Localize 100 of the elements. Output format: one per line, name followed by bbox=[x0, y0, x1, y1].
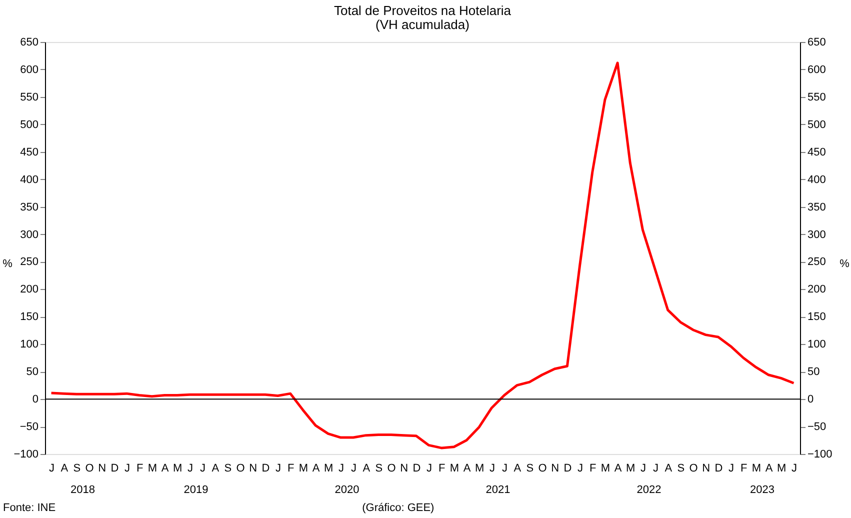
y-tick-label: 450 bbox=[20, 146, 38, 158]
y-tick-label: 0 bbox=[32, 394, 38, 406]
x-tick-label: A bbox=[664, 462, 673, 474]
x-tick-label: M bbox=[148, 462, 158, 474]
y2-tick-label: 200 bbox=[808, 284, 826, 296]
x-tick-label: A bbox=[614, 462, 622, 474]
y2-tick-label: 350 bbox=[808, 201, 826, 214]
x-tick-label: F bbox=[438, 462, 446, 474]
y2-tick-label: 250 bbox=[808, 256, 826, 268]
text: 2020 bbox=[334, 484, 360, 496]
y-tick-label: 650 bbox=[20, 36, 38, 48]
y-tick-label: 600 bbox=[20, 64, 38, 76]
x-tick-label: A bbox=[312, 462, 320, 474]
y-tick-label: 400 bbox=[20, 174, 38, 186]
x-tick-label: M bbox=[626, 462, 636, 474]
y-tick-label: 150 bbox=[20, 311, 38, 324]
x-tick-label: F bbox=[288, 462, 295, 474]
x-tick-label: M bbox=[777, 462, 786, 474]
x-tick-label: O bbox=[85, 462, 94, 474]
x-tick-label: J bbox=[426, 462, 432, 474]
y-tick-label: 550 bbox=[20, 91, 38, 104]
x-tick-label: J bbox=[640, 462, 646, 474]
x-tick-label: M bbox=[600, 462, 610, 474]
x-tick-label: J bbox=[276, 462, 282, 474]
x-tick-label: M bbox=[475, 462, 484, 474]
text: 2022 bbox=[636, 484, 662, 496]
y2-tick-label: −50 bbox=[808, 421, 826, 434]
x-tick-label: J bbox=[200, 462, 206, 474]
x-tick-label: A bbox=[463, 462, 472, 474]
x-tick-label: A bbox=[765, 462, 774, 474]
x-tick-label: A bbox=[161, 462, 170, 474]
y-tick-label: 100 bbox=[20, 338, 38, 351]
x-tick-label: S bbox=[375, 462, 383, 474]
x-tick-label: S bbox=[677, 462, 685, 474]
y-tick-label: 50 bbox=[26, 366, 38, 378]
x-tick-label: J bbox=[653, 462, 659, 474]
y2-tick-label: 450 bbox=[808, 146, 826, 158]
x-tick-label: A bbox=[212, 462, 220, 474]
y2-tick-label: 500 bbox=[808, 118, 826, 131]
y-tick-label: 200 bbox=[20, 284, 38, 296]
y2-tick-label: 100 bbox=[808, 338, 826, 351]
y-tick-label: 250 bbox=[20, 256, 38, 268]
x-tick-label: S bbox=[73, 462, 81, 474]
x-tick-label: D bbox=[110, 462, 119, 474]
y-tick-label: 300 bbox=[20, 228, 38, 241]
x-tick-label: N bbox=[400, 462, 408, 474]
x-tick-label: A bbox=[60, 462, 69, 474]
y-axis-title: % bbox=[2, 258, 13, 270]
y2-tick-label: 400 bbox=[808, 174, 826, 186]
x-tick-label: N bbox=[551, 462, 560, 474]
x-tick-label: N bbox=[249, 462, 258, 474]
x-tick-label: M bbox=[450, 462, 460, 474]
x-tick-label: J bbox=[187, 462, 193, 474]
text: 2018 bbox=[70, 484, 95, 496]
y-tick-label: 500 bbox=[20, 118, 38, 131]
y2-tick-label: 650 bbox=[808, 36, 826, 48]
x-tick-label: J bbox=[578, 462, 584, 474]
line-series bbox=[50, 62, 795, 450]
x-tick-label: F bbox=[740, 462, 748, 474]
text: (Gráfico: GEE) bbox=[362, 502, 434, 514]
x-tick-label: D bbox=[262, 462, 270, 474]
x-tick-label: O bbox=[387, 462, 396, 474]
x-tick-label: A bbox=[514, 462, 522, 474]
x-tick-label: S bbox=[224, 462, 232, 474]
x-tick-label: J bbox=[351, 462, 357, 474]
x-tick-label: J bbox=[489, 462, 495, 474]
x-tick-label: O bbox=[236, 462, 246, 474]
y2-tick-label: 150 bbox=[808, 311, 826, 324]
y2-tick-label: −100 bbox=[808, 448, 832, 460]
y2-tick-label: 600 bbox=[808, 64, 826, 76]
y2-tick-label: 50 bbox=[808, 366, 820, 378]
source-note: Fonte: INE bbox=[3, 502, 56, 514]
x-tick-label: S bbox=[526, 462, 534, 474]
x-tick-label: O bbox=[689, 462, 698, 474]
x-tick-label: J bbox=[49, 462, 55, 474]
x-tick-label: D bbox=[564, 462, 572, 474]
x-tick-label: N bbox=[702, 462, 710, 474]
x-tick-label: F bbox=[590, 462, 597, 474]
y-tick-label: −100 bbox=[14, 448, 38, 460]
y2-axis-title: % bbox=[840, 258, 850, 270]
x-tick-label: J bbox=[338, 462, 344, 474]
text: 2019 bbox=[184, 484, 208, 496]
x-tick-label: M bbox=[298, 462, 308, 474]
y-tick-label: 350 bbox=[20, 201, 38, 214]
x-tick-label: N bbox=[98, 462, 106, 474]
x-tick-label: J bbox=[791, 462, 797, 474]
y-tick-label: −50 bbox=[20, 421, 38, 434]
x-tick-label: M bbox=[324, 462, 334, 474]
x-tick-label: D bbox=[412, 462, 421, 474]
chart-title: Total de Proveitos na Hotelaria bbox=[334, 3, 512, 18]
x-tick-label: F bbox=[136, 462, 144, 474]
y2-tick-label: 550 bbox=[808, 91, 826, 104]
x-tick-label: M bbox=[173, 462, 182, 474]
x-tick-label: J bbox=[502, 462, 508, 474]
x-tick-label: A bbox=[362, 462, 371, 474]
x-tick-label: J bbox=[124, 462, 130, 474]
text: 2023 bbox=[750, 484, 774, 496]
x-tick-label: M bbox=[752, 462, 762, 474]
text: 2021 bbox=[486, 484, 510, 496]
chart-subtitle: (VH acumulada) bbox=[376, 17, 470, 32]
